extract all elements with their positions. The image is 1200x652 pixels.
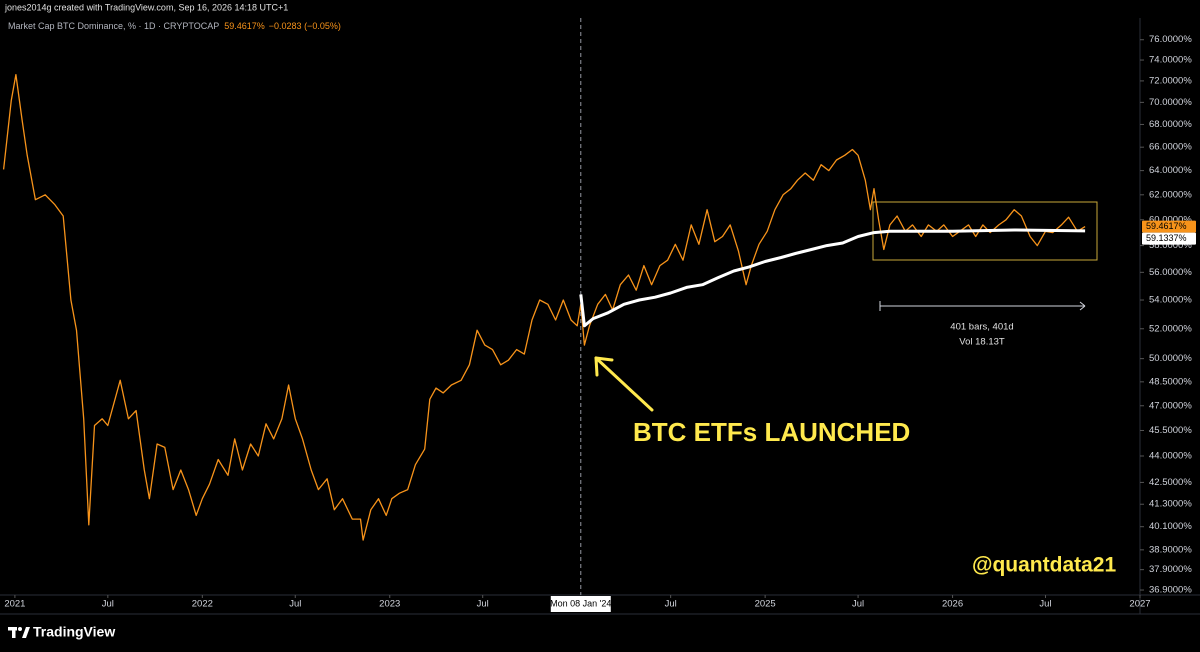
x-tick-label: Jul [852,599,864,610]
x-tick-label: Jul [289,599,301,610]
y-tick-label: 37.9000% [1149,564,1192,575]
y-tick-label: 70.0000% [1149,97,1192,108]
price-label-bg [1142,220,1196,233]
x-tick-label: Jul [665,599,677,610]
y-tick-label: 52.0000% [1149,323,1192,334]
x-tick-label: 2022 [192,599,213,610]
legend: Market Cap BTC Dominance, % · 1D · CRYPT… [8,21,341,31]
legend-title: Market Cap BTC Dominance, % · 1D · CRYPT… [8,21,219,31]
watermark: @quantdata21 [972,554,1116,577]
y-tick-label: 45.5000% [1149,425,1192,436]
crosshair-label: Mon 08 Jan '24 [550,598,611,608]
y-tick-label: 41.3000% [1149,499,1192,510]
y-tick-label: 47.0000% [1149,400,1192,411]
y-tick-label: 42.5000% [1149,477,1192,488]
price-label-bg [1142,232,1196,245]
y-tick-label: 60.0000% [1149,214,1192,225]
x-tick-label: 2023 [379,599,400,610]
y-tick-label: 72.0000% [1149,75,1192,86]
measure-line [879,301,1086,311]
legend-value: 59.4617% [224,21,265,31]
y-tick-label: 74.0000% [1149,55,1192,66]
series-line [579,228,1086,328]
y-tick-label: 76.0000% [1149,34,1192,45]
crosshair-label-bg [550,596,611,612]
price-label: 59.1337% [1146,233,1187,243]
y-tick-label: 56.0000% [1149,267,1192,278]
x-tick-label: 2025 [755,599,776,610]
x-tick-label: 2021 [4,599,25,610]
y-tick-label: 62.0000% [1149,189,1192,200]
tradingview-logo [8,627,30,638]
y-tick-label: 58.0000% [1149,240,1192,251]
y-tick-label: 48.5000% [1149,376,1192,387]
range-box [872,201,1098,261]
y-tick-label: 38.9000% [1149,544,1192,555]
y-tick-label: 64.0000% [1149,165,1192,176]
y-tick-label: 54.0000% [1149,295,1192,306]
legend-change: −0.0283 (−0.05%) [269,21,341,31]
measure-label: Vol 18.13T [959,337,1005,348]
measure-label: 401 bars, 401d [950,322,1013,333]
x-tick-label: Jul [477,599,489,610]
x-tick-label: Jul [1039,599,1051,610]
y-tick-label: 66.0000% [1149,142,1192,153]
y-tick-label: 50.0000% [1149,353,1192,364]
x-tick-label: Jul [102,599,114,610]
price-label: 59.4617% [1146,221,1187,231]
y-tick-label: 36.9000% [1149,585,1192,596]
etf-arrow [594,356,654,412]
y-tick-label: 68.0000% [1149,119,1192,130]
x-tick-label: 2027 [1129,599,1150,610]
y-tick-label: 44.0000% [1149,451,1192,462]
footer-brand: TradingView [33,624,115,640]
etf-annotation: BTC ETFs LAUNCHED [633,417,910,447]
header: jones2014g created with TradingView.com,… [4,2,288,12]
y-tick-label: 40.1000% [1149,521,1192,532]
x-tick-label: 2026 [942,599,963,610]
series-line [2,73,1086,541]
